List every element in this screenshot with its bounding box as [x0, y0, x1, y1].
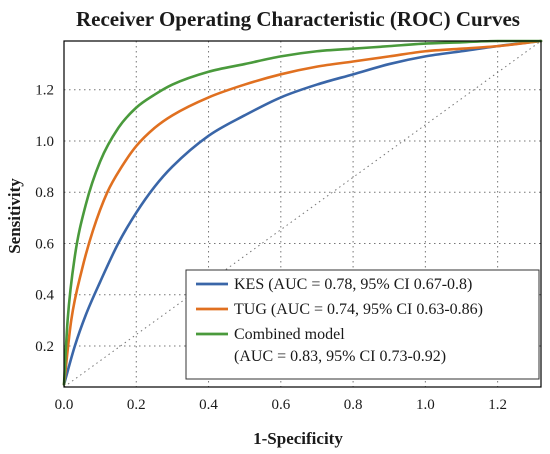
legend-box: [185, 269, 540, 380]
y-tick-label: 0.4: [35, 288, 54, 304]
x-tick-label: 0.6: [271, 397, 290, 413]
reference-diagonal-line: [63, 40, 542, 388]
x-tick-label: 0.4: [199, 397, 218, 413]
plot-frame: [63, 40, 542, 388]
roc-curves: [62, 39, 543, 386]
legend-entry-2: Combined model: [234, 326, 345, 343]
y-tick-label: 0.6: [35, 236, 54, 252]
legend-entry-2: (AUC = 0.83, 95% CI 0.73-0.92): [234, 348, 446, 365]
x-tick-label: 1.0: [416, 397, 435, 413]
x-axis-ticks: 0.0 0.2 0.4 0.6 0.8 1.0 1.2: [55, 397, 507, 413]
y-tick-label: 0.2: [35, 339, 54, 355]
x-tick-label: 0.0: [55, 397, 74, 413]
x-tick-label: 1.2: [488, 397, 507, 413]
y-tick-label: 1.0: [35, 134, 54, 150]
chart-title: Receiver Operating Characteristic (ROC) …: [76, 7, 520, 31]
y-tick-label: 0.8: [35, 185, 54, 201]
roc-curve-1: [62, 39, 543, 386]
roc-curve-2: [62, 39, 543, 386]
y-axis-label: Sensitivity: [5, 178, 24, 254]
legend-entry-1: TUG (AUC = 0.74, 95% CI 0.63-0.86): [234, 301, 483, 318]
y-axis-ticks: 0.2 0.4 0.6 0.8 1.0 1.2: [35, 83, 54, 355]
x-axis-label: 1-Specificity: [253, 429, 343, 448]
y-tick-label: 1.2: [35, 83, 54, 99]
legend: KES (AUC = 0.78, 95% CI 0.67-0.8) TUG (AU…: [185, 269, 540, 380]
x-tick-label: 0.8: [344, 397, 363, 413]
x-tick-label: 0.2: [127, 397, 146, 413]
legend-entry-0: KES (AUC = 0.78, 95% CI 0.67-0.8): [234, 276, 472, 293]
roc-curve-0: [62, 39, 543, 386]
